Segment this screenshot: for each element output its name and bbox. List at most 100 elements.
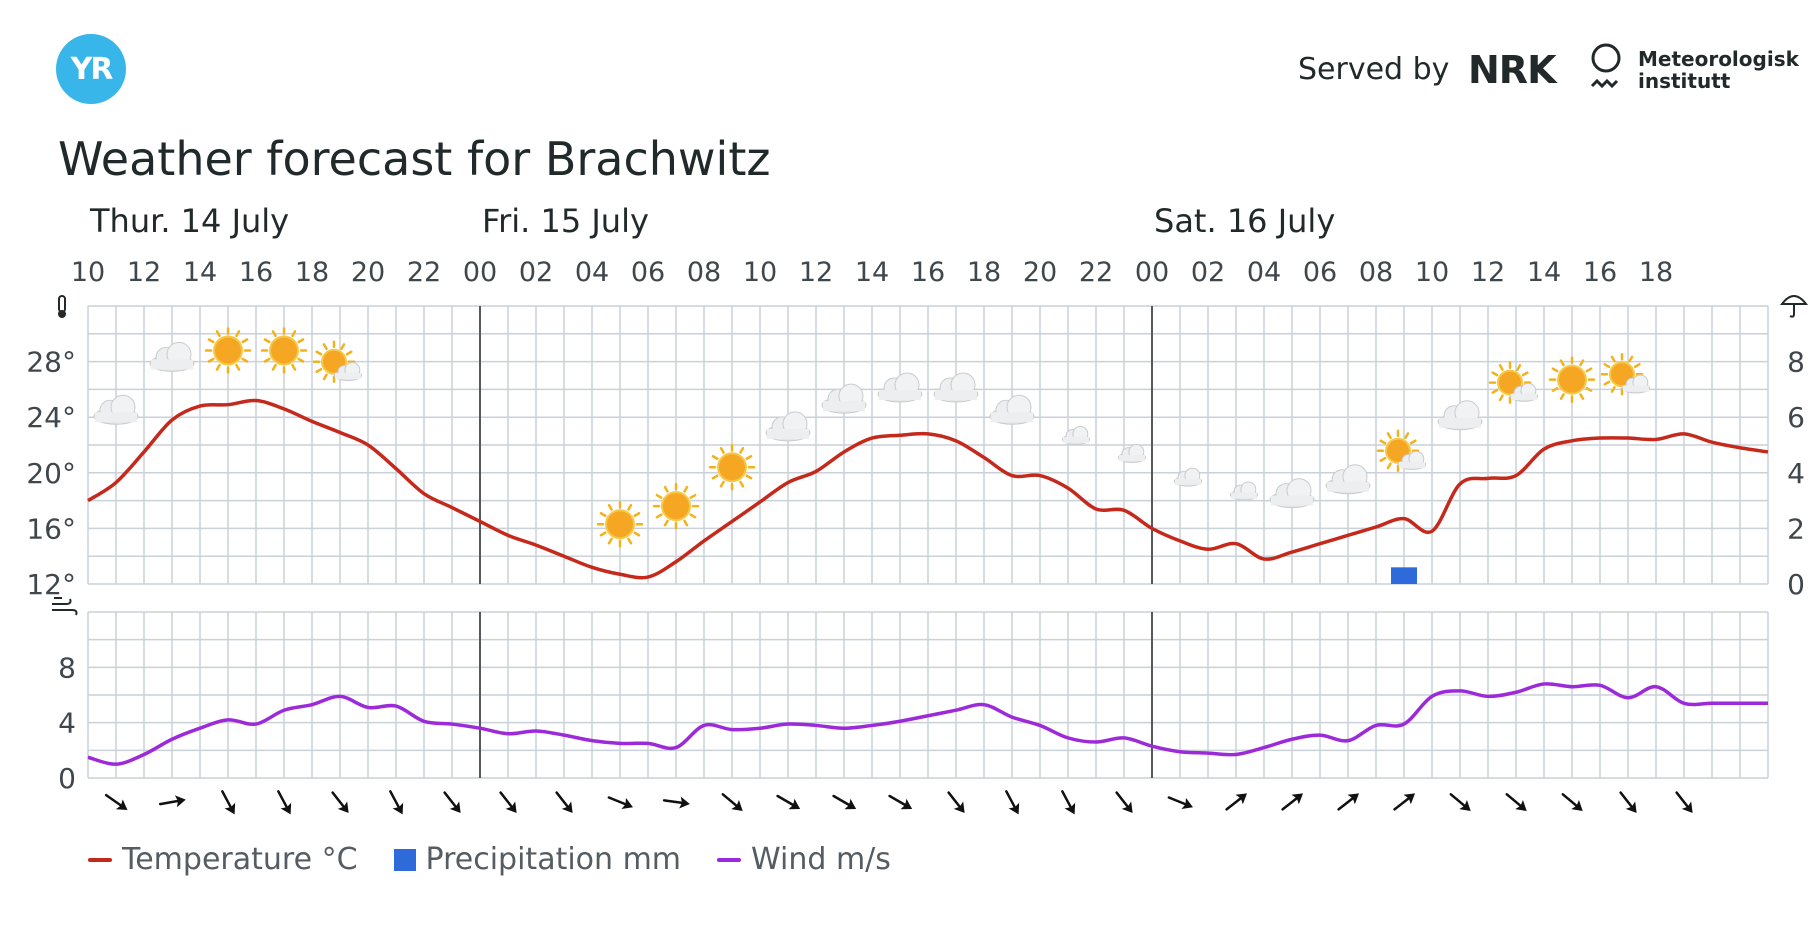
wind-direction-arrow-icon <box>277 790 292 815</box>
served-by-label: Served by <box>1298 52 1450 87</box>
cloudy-icon <box>765 411 811 442</box>
wind-direction-arrow-icon <box>662 796 690 809</box>
met-logo[interactable]: Meteorologisk institutt <box>1588 42 1799 102</box>
sun-ray <box>1610 386 1616 393</box>
sun-ray <box>345 350 353 356</box>
wind-direction-arrow-icon <box>1005 790 1020 815</box>
arrow-head <box>1625 801 1637 814</box>
sun-disc <box>661 491 691 522</box>
legend: Temperature °C Precipitation mm Wind m/s <box>88 842 891 877</box>
legend-item: Precipitation mm <box>393 842 681 877</box>
partly-cloudy-night-icon <box>1166 455 1203 487</box>
cloud-fill <box>1327 481 1369 492</box>
arrow-head <box>1515 799 1527 811</box>
hour-tick-label: 14 <box>1527 257 1561 288</box>
sun-ray <box>1579 359 1585 367</box>
cloudy-icon <box>877 372 923 403</box>
sun-ray <box>315 368 323 374</box>
hour-tick-label: 04 <box>1247 257 1281 288</box>
met-text: Meteorologisk institutt <box>1638 48 1799 92</box>
wind-direction-arrow-icon <box>1225 793 1248 811</box>
wind-direction-arrow-icon <box>1505 793 1527 811</box>
arrow-head <box>115 799 128 811</box>
sun-ray <box>291 363 297 371</box>
moon-shape <box>387 392 402 421</box>
clear-sun-icon <box>260 327 308 374</box>
hour-tick-label: 22 <box>1079 257 1113 288</box>
hour-tick-label: 02 <box>1191 257 1225 288</box>
hour-tick-label: 16 <box>239 257 273 288</box>
precipitation-y-tick: 4 <box>1787 457 1805 490</box>
arrow-head <box>1571 799 1583 811</box>
sun-ray <box>207 338 215 344</box>
sun-ray <box>655 513 663 519</box>
hour-tick-label: 20 <box>351 257 385 288</box>
hour-tick-label: 02 <box>519 257 553 288</box>
clear-night-icon <box>387 392 402 421</box>
sun-ray <box>1521 371 1529 377</box>
arrow-head <box>392 802 404 815</box>
arrow-head <box>561 801 573 814</box>
cloud-fill <box>1174 478 1202 485</box>
legend-item: Temperature °C <box>88 842 358 877</box>
arrow-head <box>788 798 801 810</box>
arrow-head <box>953 801 965 814</box>
sun-ray <box>711 474 719 480</box>
arrow-head <box>1008 802 1020 815</box>
precipitation-y-tick: 0 <box>1787 568 1805 601</box>
sun-ray <box>1579 393 1585 400</box>
moon-shape <box>499 464 514 493</box>
cloud-fill <box>823 401 865 412</box>
sun-ray <box>1633 363 1641 369</box>
cloud-fill <box>767 428 809 439</box>
moon-shape <box>443 429 458 458</box>
wind-direction-arrow-icon <box>1281 793 1304 811</box>
wind-y-tick: 0 <box>58 762 76 795</box>
met-line1: Meteorologisk <box>1638 47 1799 71</box>
cloud-fill <box>334 373 362 380</box>
sun-ray <box>207 357 215 363</box>
hour-tick-label: 18 <box>295 257 329 288</box>
sun-ray <box>1379 456 1387 462</box>
arrow-head <box>224 802 236 815</box>
sun-ray <box>655 493 663 499</box>
hour-tick-label: 10 <box>71 257 105 288</box>
hour-tick-label: 22 <box>407 257 441 288</box>
cloudy-icon <box>1437 400 1483 431</box>
arrow-head <box>1459 799 1471 811</box>
sun-ray <box>739 446 745 454</box>
wind-direction-arrow-icon <box>1393 793 1416 811</box>
sun-ray <box>263 338 271 344</box>
sun-ray <box>1559 393 1565 400</box>
wind-direction-arrow-icon <box>1115 791 1133 814</box>
sun-disc <box>605 509 635 540</box>
sun-ray <box>297 357 305 363</box>
hour-tick-label: 10 <box>1415 257 1449 288</box>
sun-ray <box>241 357 249 363</box>
sun-ray <box>322 373 328 381</box>
wind-icon <box>52 597 78 616</box>
wind-direction-arrow-icon <box>1061 790 1076 815</box>
wind-direction-arrow-icon <box>1449 793 1471 811</box>
sun-ray <box>627 503 633 511</box>
temperature-y-tick: 12° <box>26 568 76 601</box>
sun-ray <box>235 330 241 338</box>
arrow-head <box>844 798 857 810</box>
arrow-head <box>1291 793 1304 805</box>
sun-ray <box>1610 355 1616 363</box>
legend-swatch <box>717 857 742 862</box>
sun-ray <box>1585 386 1593 392</box>
sun-ray <box>340 343 346 351</box>
arrow-head <box>449 801 461 814</box>
sun-ray <box>739 480 745 488</box>
arrow-head <box>679 796 690 809</box>
nrk-logo[interactable]: NRK <box>1468 48 1557 92</box>
wind-direction-arrow-icon <box>607 796 633 810</box>
arrow-head <box>505 801 517 814</box>
sun-ray <box>291 330 297 338</box>
hour-tick-label: 00 <box>463 257 497 288</box>
sun-ray <box>607 503 613 511</box>
yr-logo[interactable]: YR <box>56 34 126 104</box>
wind-direction-arrow-icon <box>221 790 236 815</box>
sun-ray <box>633 511 641 517</box>
